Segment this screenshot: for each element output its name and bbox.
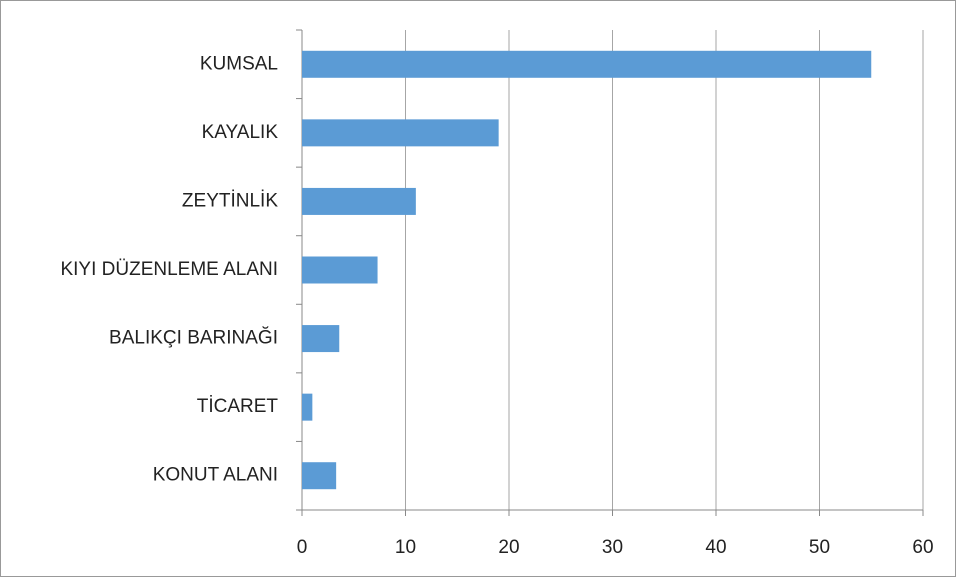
y-tick-label: KONUT ALANI [153,465,278,486]
bar [302,50,872,78]
x-tick-label: 20 [498,537,519,558]
bar [302,187,416,215]
bar [302,462,337,490]
x-tick-label: 10 [395,537,416,558]
y-tick-label: TİCARET [197,396,279,417]
bar [302,325,340,353]
bar [302,256,378,284]
y-tick-label: KAYALIK [202,122,279,143]
x-tick-label: 30 [602,537,623,558]
y-tick-label: KIYI DÜZENLEME ALANI [60,259,278,280]
y-tick-label: ZEYTİNLİK [182,190,278,211]
y-tick-label: BALIKÇI BARINAĞI [109,327,278,349]
x-tick-label: 40 [705,537,726,558]
x-tick-label: 50 [809,537,830,558]
bar [302,119,499,147]
bar [302,393,313,421]
x-tick-label: 0 [297,537,308,558]
y-tick-label: KUMSAL [200,53,278,74]
x-tick-label: 60 [912,537,933,558]
